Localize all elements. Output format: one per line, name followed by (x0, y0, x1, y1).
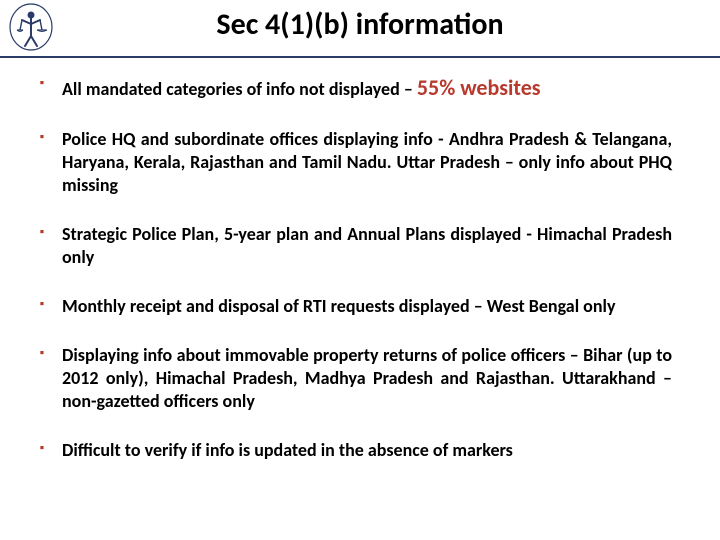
slide-header: Sec 4(1)(b) information (0, 0, 720, 58)
bullet-text: Strategic Police Plan, 5-year plan and A… (62, 223, 672, 268)
bullet-text: Police HQ and subordinate offices displa… (62, 128, 672, 196)
slide-body: All mandated categories of info not disp… (0, 58, 720, 462)
bullet-accent: 55% websites (417, 74, 541, 101)
list-item: Strategic Police Plan, 5-year plan and A… (62, 223, 672, 269)
bullet-list: All mandated categories of info not disp… (62, 74, 672, 462)
list-item: Displaying info about immovable property… (62, 344, 672, 413)
list-item: Monthly receipt and disposal of RTI requ… (62, 295, 672, 318)
list-item: Difficult to verify if info is updated i… (62, 439, 672, 462)
list-item: All mandated categories of info not disp… (62, 74, 672, 102)
bullet-text: Difficult to verify if info is updated i… (62, 439, 513, 461)
bullet-text: Displaying info about immovable property… (62, 344, 672, 412)
bullet-text: Monthly receipt and disposal of RTI requ… (62, 295, 615, 317)
slide-title: Sec 4(1)(b) information (0, 6, 720, 43)
bullet-text: All mandated categories of info not disp… (62, 78, 417, 100)
list-item: Police HQ and subordinate offices displa… (62, 128, 672, 197)
slide: Sec 4(1)(b) information All mandated cat… (0, 0, 720, 540)
